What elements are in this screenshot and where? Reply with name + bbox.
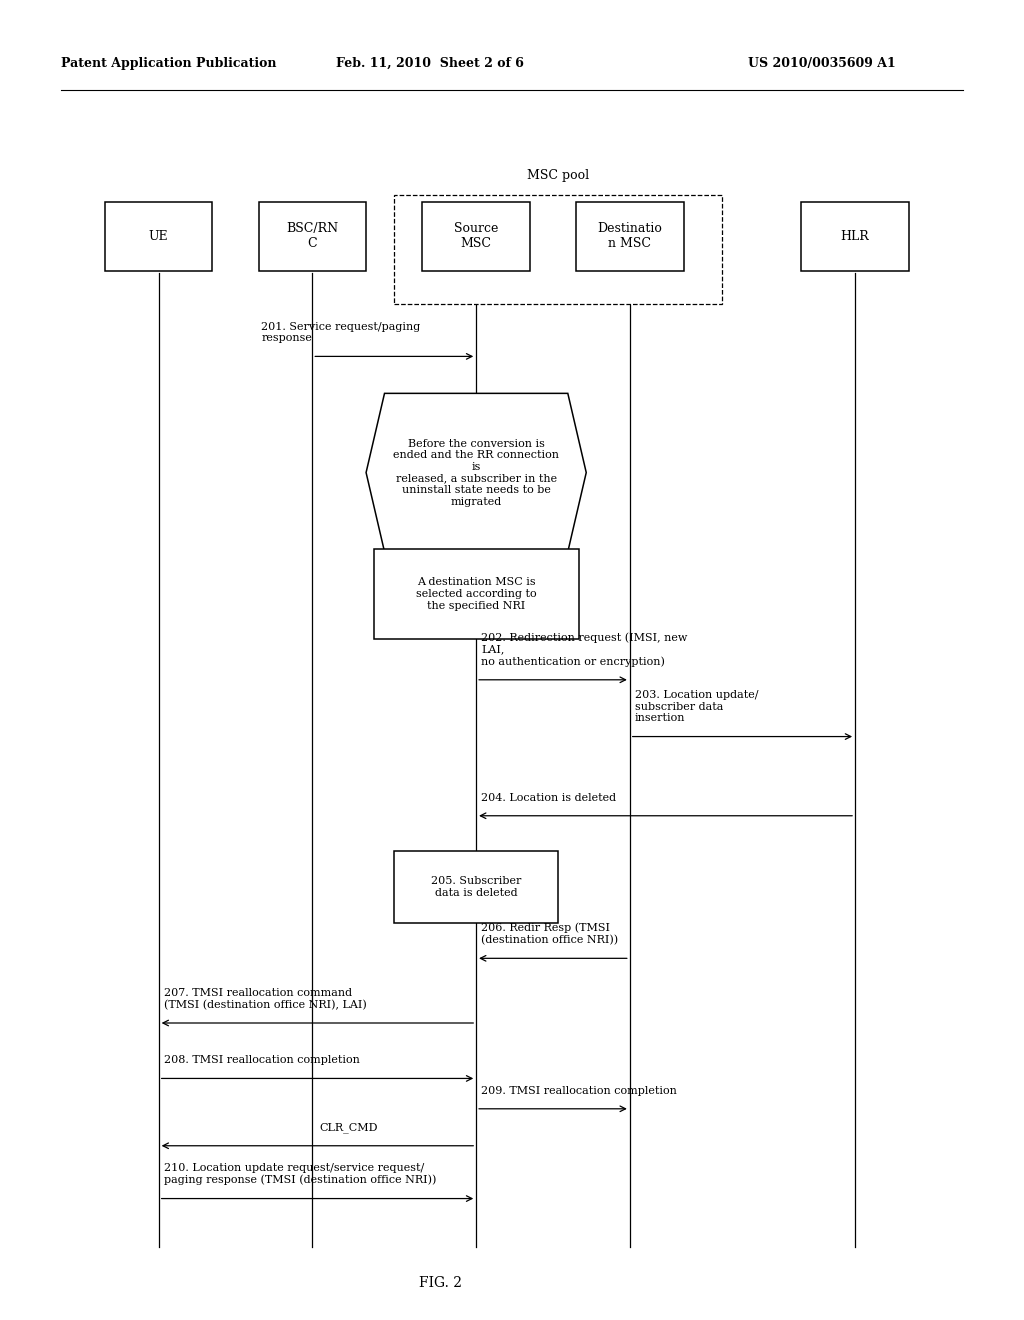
- Bar: [374, 549, 579, 639]
- Text: Destinatio
n MSC: Destinatio n MSC: [597, 222, 663, 251]
- Bar: [258, 202, 367, 271]
- Text: 206. Redir Resp (TMSI
(destination office NRI)): 206. Redir Resp (TMSI (destination offic…: [481, 923, 618, 945]
- Text: 207. TMSI reallocation command
(TMSI (destination office NRI), LAI): 207. TMSI reallocation command (TMSI (de…: [164, 987, 367, 1010]
- Text: CLR_CMD: CLR_CMD: [318, 1122, 378, 1133]
- Text: 201. Service request/paging
response: 201. Service request/paging response: [261, 322, 421, 343]
- Text: 208. TMSI reallocation completion: 208. TMSI reallocation completion: [164, 1055, 359, 1065]
- Bar: [394, 851, 558, 924]
- Text: 204. Location is deleted: 204. Location is deleted: [481, 792, 616, 803]
- Text: 202. Redirection request (IMSI, new
LAI,
no authentication or encryption): 202. Redirection request (IMSI, new LAI,…: [481, 632, 688, 667]
- Text: BSC/RN
C: BSC/RN C: [287, 222, 338, 251]
- Text: MSC pool: MSC pool: [527, 169, 589, 182]
- Bar: [423, 202, 530, 271]
- Bar: [575, 202, 684, 271]
- Text: Source
MSC: Source MSC: [454, 222, 499, 251]
- Text: Patent Application Publication: Patent Application Publication: [61, 57, 276, 70]
- Text: 210. Location update request/service request/
paging response (TMSI (destination: 210. Location update request/service req…: [164, 1163, 436, 1185]
- Text: US 2010/0035609 A1: US 2010/0035609 A1: [748, 57, 895, 70]
- Text: A destination MSC is
selected according to
the specified NRI: A destination MSC is selected according …: [416, 577, 537, 611]
- Text: 203. Location update/
subscriber data
insertion: 203. Location update/ subscriber data in…: [635, 690, 759, 723]
- Text: UE: UE: [148, 230, 169, 243]
- Bar: [105, 202, 213, 271]
- Polygon shape: [367, 393, 586, 552]
- Text: 209. TMSI reallocation completion: 209. TMSI reallocation completion: [481, 1085, 677, 1096]
- Text: FIG. 2: FIG. 2: [419, 1276, 462, 1290]
- Bar: [801, 202, 909, 271]
- Text: Before the conversion is
ended and the RR connection
is
released, a subscriber i: Before the conversion is ended and the R…: [393, 438, 559, 507]
- Text: HLR: HLR: [841, 230, 869, 243]
- Bar: [394, 195, 722, 304]
- Text: 205. Subscriber
data is deleted: 205. Subscriber data is deleted: [431, 876, 521, 898]
- Text: Feb. 11, 2010  Sheet 2 of 6: Feb. 11, 2010 Sheet 2 of 6: [336, 57, 524, 70]
